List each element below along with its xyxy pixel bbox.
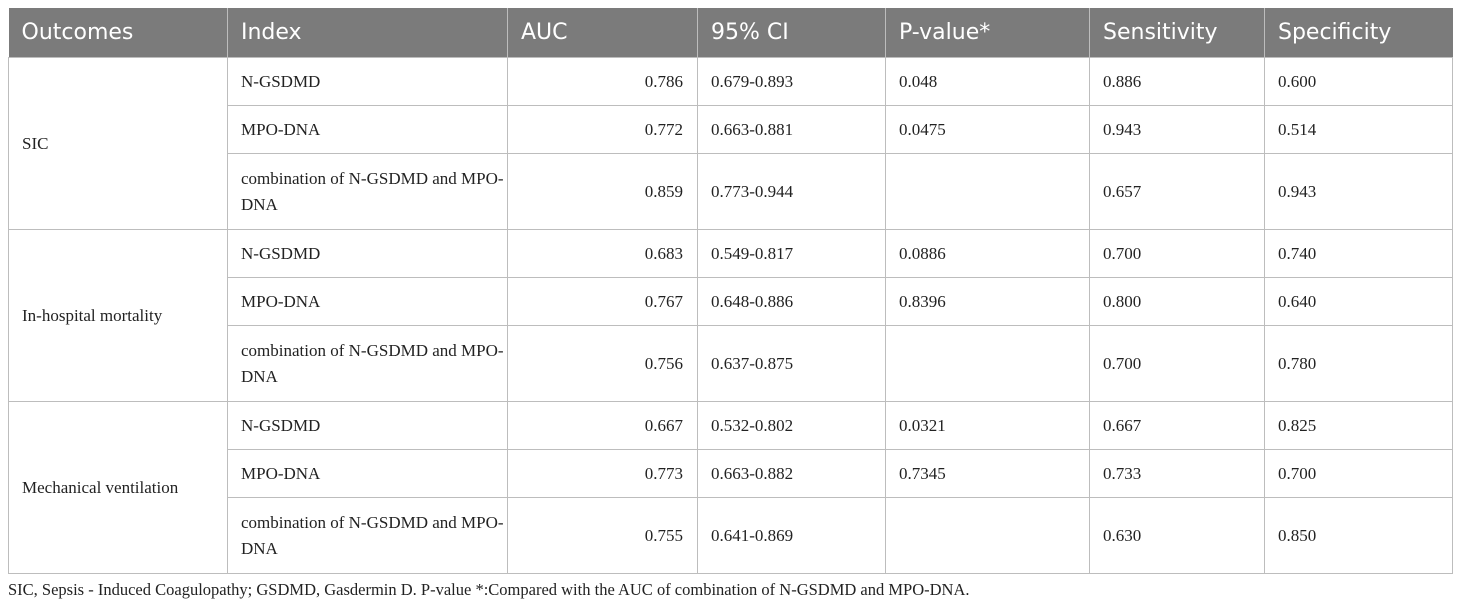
index-cell: combination of N-GSDMD and MPO-DNA (227, 153, 508, 230)
ci-cell: 0.648-0.886 (697, 277, 886, 326)
table-row: SIC N-GSDMD 0.786 0.679-0.893 0.048 0.88… (8, 57, 1453, 230)
header-auc: AUC (507, 8, 698, 58)
header-row: Outcomes Index AUC 95% CI P-value* Sensi… (8, 8, 1453, 58)
ci-cell: 0.663-0.881 (697, 105, 886, 154)
p-value-cell: 0.0321 (885, 401, 1090, 450)
index-cell: MPO-DNA (227, 277, 508, 326)
specificity-cell: 0.850 (1264, 497, 1453, 574)
specificity-cell: 0.514 (1264, 105, 1453, 154)
specificity-cell: 0.740 (1264, 229, 1453, 278)
results-table-container: Outcomes Index AUC 95% CI P-value* Sensi… (8, 8, 1453, 574)
p-value-cell (885, 497, 1090, 574)
index-cell: combination of N-GSDMD and MPO-DNA (227, 325, 508, 402)
specificity-cell: 0.600 (1264, 57, 1453, 106)
p-value-cell: 0.8396 (885, 277, 1090, 326)
table-row: MPO-DNA 0.773 0.663-0.882 0.7345 0.733 0… (9, 449, 1453, 498)
sensitivity-cell: 0.733 (1089, 449, 1265, 498)
ci-cell: 0.532-0.802 (697, 401, 886, 450)
auc-cell: 0.767 (507, 277, 698, 326)
auc-cell: 0.755 (507, 497, 698, 574)
sensitivity-cell: 0.657 (1089, 153, 1265, 230)
sensitivity-cell: 0.630 (1089, 497, 1265, 574)
p-value-cell: 0.7345 (885, 449, 1090, 498)
specificity-cell: 0.825 (1264, 401, 1453, 450)
sensitivity-cell: 0.700 (1089, 325, 1265, 402)
header-p-value: P-value* (885, 8, 1090, 58)
table-row: In-hospital mortality N-GSDMD 0.683 0.54… (8, 229, 1453, 402)
auc-cell: 0.786 (507, 57, 698, 106)
index-cell: N-GSDMD (227, 57, 508, 106)
outcome-cell: In-hospital mortality (8, 229, 228, 402)
index-cell: N-GSDMD (227, 229, 508, 278)
table-row: combination of N-GSDMD and MPO-DNA 0.755… (9, 497, 1453, 574)
auc-cell: 0.683 (507, 229, 698, 278)
sensitivity-cell: 0.943 (1089, 105, 1265, 154)
auc-cell: 0.667 (507, 401, 698, 450)
outcome-cell: Mechanical ventilation (8, 401, 228, 574)
outcome-cell: SIC (8, 57, 228, 230)
ci-cell: 0.637-0.875 (697, 325, 886, 402)
header-specificity: Specificity (1264, 8, 1453, 58)
table-row: MPO-DNA 0.767 0.648-0.886 0.8396 0.800 0… (9, 277, 1453, 326)
index-cell: MPO-DNA (227, 105, 508, 154)
table-row: combination of N-GSDMD and MPO-DNA 0.859… (9, 153, 1453, 230)
sensitivity-cell: 0.667 (1089, 401, 1265, 450)
p-value-cell: 0.0886 (885, 229, 1090, 278)
auc-cell: 0.756 (507, 325, 698, 402)
specificity-cell: 0.780 (1264, 325, 1453, 402)
ci-cell: 0.641-0.869 (697, 497, 886, 574)
header-index: Index (227, 8, 508, 58)
sensitivity-cell: 0.700 (1089, 229, 1265, 278)
specificity-cell: 0.700 (1264, 449, 1453, 498)
p-value-cell (885, 325, 1090, 402)
ci-cell: 0.549-0.817 (697, 229, 886, 278)
index-cell: MPO-DNA (227, 449, 508, 498)
ci-cell: 0.663-0.882 (697, 449, 886, 498)
ci-cell: 0.773-0.944 (697, 153, 886, 230)
sensitivity-cell: 0.800 (1089, 277, 1265, 326)
p-value-cell: 0.048 (885, 57, 1090, 106)
header-95-ci: 95% CI (697, 8, 886, 58)
specificity-cell: 0.943 (1264, 153, 1453, 230)
sensitivity-cell: 0.886 (1089, 57, 1265, 106)
table-row: Mechanical ventilation N-GSDMD 0.667 0.5… (8, 401, 1453, 574)
header-outcomes: Outcomes (8, 8, 228, 58)
table-row: MPO-DNA 0.772 0.663-0.881 0.0475 0.943 0… (9, 105, 1453, 154)
p-value-cell (885, 153, 1090, 230)
table-row: combination of N-GSDMD and MPO-DNA 0.756… (9, 325, 1453, 402)
specificity-cell: 0.640 (1264, 277, 1453, 326)
header-sensitivity: Sensitivity (1089, 8, 1265, 58)
auc-cell: 0.859 (507, 153, 698, 230)
p-value-cell: 0.0475 (885, 105, 1090, 154)
table-footnote: SIC, Sepsis - Induced Coagulopathy; GSDM… (8, 580, 970, 599)
auc-cell: 0.773 (507, 449, 698, 498)
ci-cell: 0.679-0.893 (697, 57, 886, 106)
auc-cell: 0.772 (507, 105, 698, 154)
index-cell: combination of N-GSDMD and MPO-DNA (227, 497, 508, 574)
index-cell: N-GSDMD (227, 401, 508, 450)
results-table: Outcomes Index AUC 95% CI P-value* Sensi… (8, 8, 1453, 574)
